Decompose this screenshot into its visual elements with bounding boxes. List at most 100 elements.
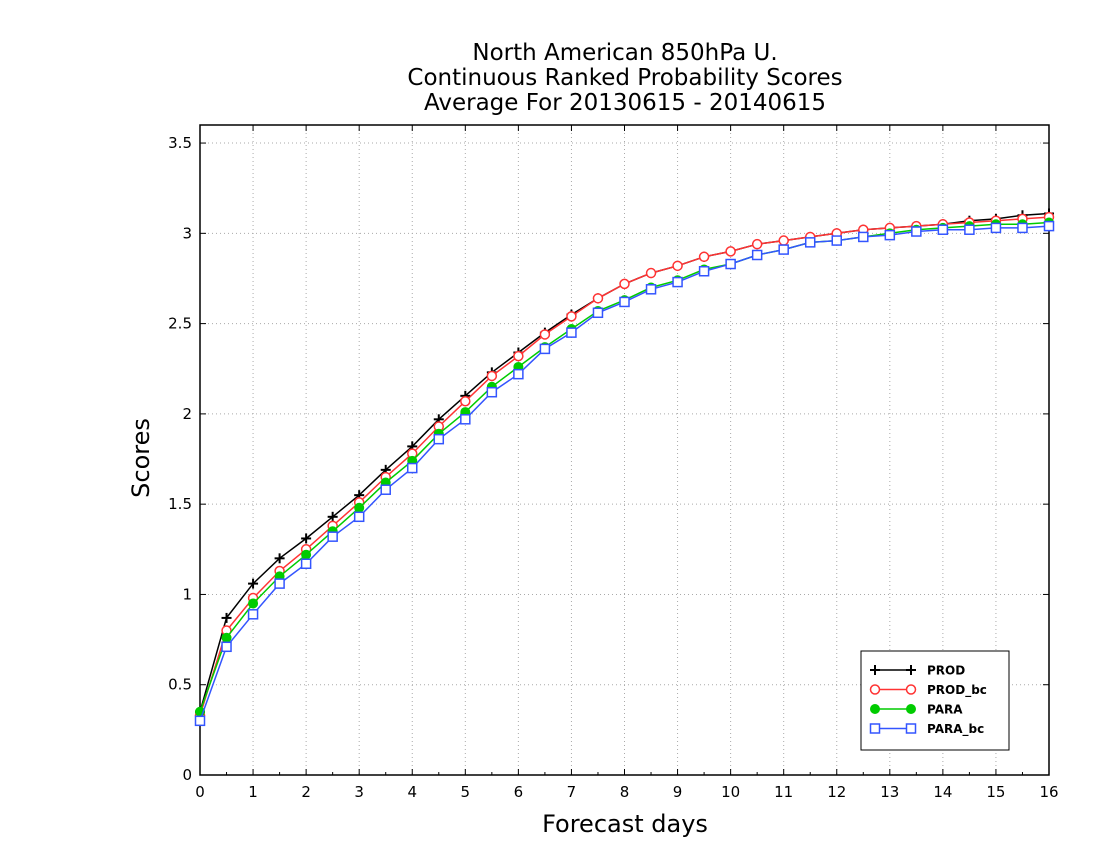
data-point xyxy=(751,238,763,250)
chart-title: North American 850hPa U. Continuous Rank… xyxy=(407,40,842,116)
legend-label: PARA_bc xyxy=(927,722,984,737)
y-tick-label: 1 xyxy=(182,585,192,603)
data-point xyxy=(645,267,657,279)
data-point xyxy=(698,251,710,263)
data-point xyxy=(937,224,949,235)
data-point xyxy=(327,531,338,542)
x-tick-label: 0 xyxy=(195,783,205,801)
y-tick-label: 3.5 xyxy=(168,134,192,152)
x-tick-label: 1 xyxy=(248,783,258,801)
x-tick-label: 9 xyxy=(673,783,683,801)
legend-marker xyxy=(869,684,881,695)
x-tick-label: 10 xyxy=(721,783,740,801)
data-point xyxy=(354,502,365,513)
data-point xyxy=(353,511,365,523)
data-point xyxy=(1043,220,1055,232)
data-point xyxy=(619,296,630,308)
legend-marker xyxy=(905,723,917,734)
data-point xyxy=(221,641,232,653)
grid xyxy=(200,125,1049,775)
series-prod-bc xyxy=(194,211,1055,721)
data-point xyxy=(592,293,604,304)
data-point xyxy=(990,222,1002,234)
legend-entry: PROD xyxy=(870,664,965,678)
data-point xyxy=(645,284,657,295)
data-point xyxy=(300,558,312,569)
legend-marker xyxy=(870,665,880,675)
data-point xyxy=(221,612,232,623)
legend-label: PROD_bc xyxy=(927,683,987,698)
data-point xyxy=(672,260,683,272)
data-point xyxy=(460,414,471,425)
data-point xyxy=(778,235,789,246)
data-point xyxy=(407,462,418,474)
data-point xyxy=(486,370,498,382)
data-point xyxy=(380,484,391,495)
data-point xyxy=(884,229,896,241)
legend-label: PROD xyxy=(927,664,965,678)
title-line-3: Average For 20130615 - 20140615 xyxy=(424,90,826,116)
x-tick-label: 14 xyxy=(933,783,952,801)
data-point xyxy=(194,715,206,727)
data-point xyxy=(221,632,232,643)
data-point xyxy=(433,433,445,445)
y-axis-label: Scores xyxy=(127,418,155,498)
data-point xyxy=(274,578,285,589)
y-tick-label: 2 xyxy=(182,405,192,423)
data-point xyxy=(804,237,816,248)
legend-box xyxy=(860,650,1010,751)
data-point xyxy=(247,609,259,620)
series-layer xyxy=(194,208,1055,727)
y-tick-label: 0 xyxy=(182,766,192,784)
legend-marker xyxy=(870,704,880,714)
data-point xyxy=(301,549,312,560)
x-tick-label: 5 xyxy=(461,783,471,801)
x-tick-label: 2 xyxy=(301,783,311,801)
data-point xyxy=(248,598,259,609)
x-tick-label: 6 xyxy=(514,783,524,801)
data-point xyxy=(327,511,338,522)
series-line xyxy=(199,216,1050,716)
legend-label: PARA xyxy=(927,703,963,717)
title-line-2: Continuous Ranked Probability Scores xyxy=(407,65,842,91)
data-point xyxy=(486,386,498,398)
data-point xyxy=(751,249,763,261)
data-point xyxy=(725,258,736,270)
data-point xyxy=(248,578,259,589)
data-point xyxy=(566,311,577,322)
data-point xyxy=(619,278,630,290)
title-line-1: North American 850hPa U. xyxy=(472,40,777,66)
data-point xyxy=(539,343,551,355)
series-para-bc xyxy=(194,220,1055,727)
y-tick-label: 3 xyxy=(182,224,192,242)
x-tick-label: 12 xyxy=(827,783,846,801)
data-point xyxy=(592,307,604,319)
x-tick-label: 15 xyxy=(986,783,1005,801)
data-point xyxy=(539,329,551,340)
data-point xyxy=(778,244,789,255)
legend-marker xyxy=(869,723,881,734)
y-tick-label: 1.5 xyxy=(168,495,192,513)
legend-marker xyxy=(905,684,917,695)
data-point xyxy=(725,246,736,257)
x-tick-label: 7 xyxy=(567,783,577,801)
x-tick-label: 13 xyxy=(880,783,899,801)
legend: PROD PROD_bc PARA PARA_bc xyxy=(860,650,1010,751)
legend-entry: PARA xyxy=(870,703,963,717)
data-point xyxy=(672,276,683,288)
data-point xyxy=(513,368,524,380)
data-point xyxy=(460,396,471,407)
data-point xyxy=(831,235,842,246)
x-axis-label: Forecast days xyxy=(542,810,708,838)
y-tick-label: 2.5 xyxy=(168,315,192,333)
x-tick-label: 16 xyxy=(1039,783,1058,801)
data-point xyxy=(911,226,922,237)
x-tick-label: 11 xyxy=(774,783,793,801)
data-point xyxy=(964,224,975,235)
data-point xyxy=(566,327,577,338)
legend-marker xyxy=(906,665,916,675)
data-point xyxy=(1017,222,1028,234)
legend-marker xyxy=(906,704,916,714)
